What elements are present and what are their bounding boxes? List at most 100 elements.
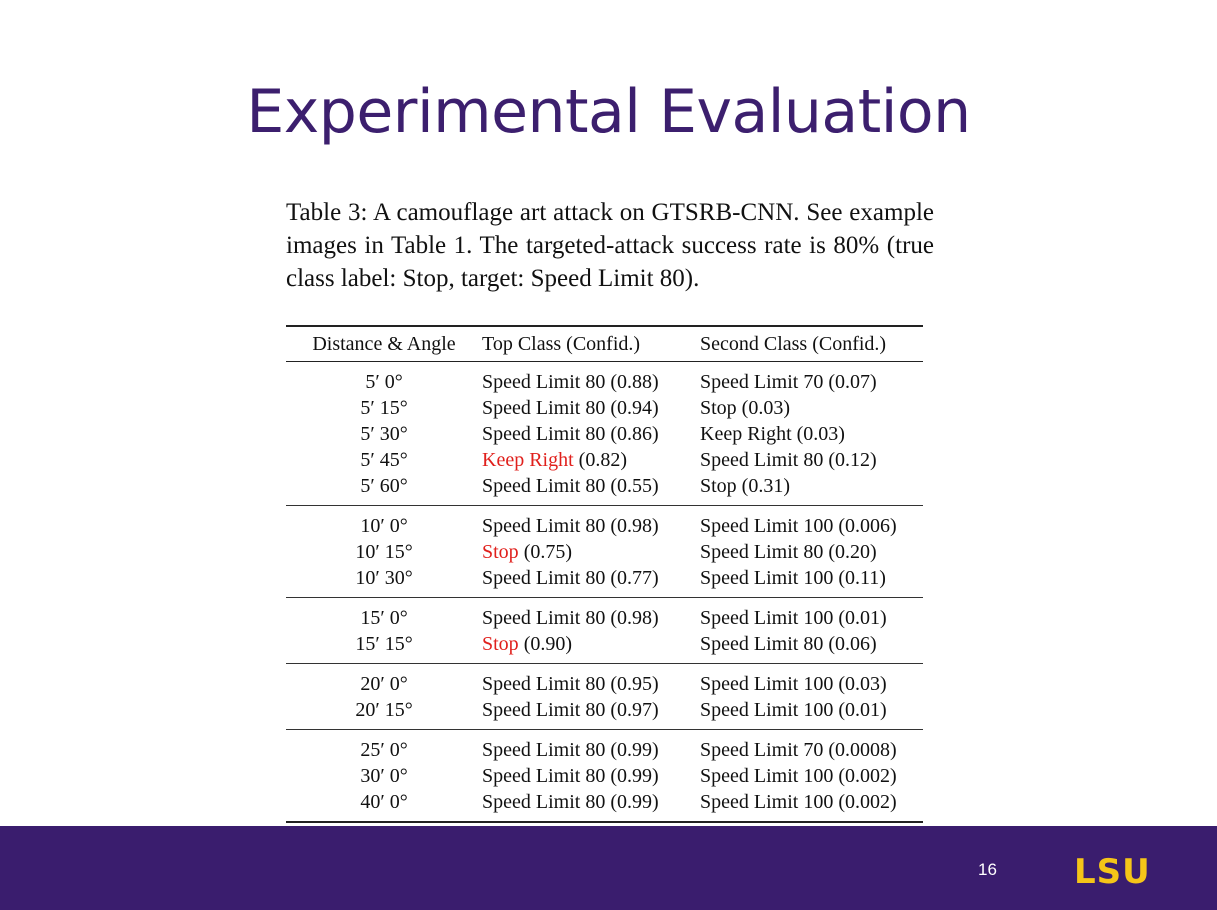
results-table-figure: Distance & Angle Top Class (Confid.) Sec… [269, 318, 949, 828]
cell-distance-angle: 5′ 30° [360, 423, 408, 445]
table-row: 40′ 0° Speed Limit 80 (0.99) Speed Limit 1… [286, 789, 923, 822]
table-row: 5′ 0° Speed Limit 80 (0.88) Speed Limit 70… [286, 362, 923, 396]
row-group: 25′ 0° Speed Limit 80 (0.99) Speed Limit 7… [286, 730, 923, 822]
header-second-class: Second Class (Confid.) [700, 325, 923, 362]
cell-second-class: Speed Limit 100 (0.03) [700, 673, 887, 695]
top-class-label: Speed Limit 80 [482, 397, 606, 419]
cell-second-class: Speed Limit 100 (0.01) [700, 607, 887, 629]
cell-distance-angle: 5′ 60° [360, 475, 408, 497]
cell-second-class: Speed Limit 100 (0.002) [700, 765, 897, 787]
cell-second-class: Stop (0.03) [700, 397, 790, 419]
slide-title: Experimental Evaluation [246, 77, 971, 147]
table-row: 10′ 0° Speed Limit 80 (0.98) Speed Limit 1… [286, 506, 923, 540]
table-caption: Table 3: A camouflage art attack on GTSR… [286, 199, 934, 292]
table-row: 20′ 0° Speed Limit 80 (0.95) Speed Limit 1… [286, 664, 923, 698]
cell-top-class: Speed Limit 80 (0.98) [482, 598, 700, 632]
table-row: 5′ 45° Keep Right (0.82) Speed Limit 80 (0… [286, 447, 923, 473]
cell-distance-angle: 40′ 0° [360, 791, 408, 813]
table-header: Distance & Angle Top Class (Confid.) Sec… [286, 325, 923, 362]
cell-distance-angle: 15′ 0° [360, 607, 408, 629]
cell-distance-angle: 10′ 30° [355, 567, 413, 589]
table-row: 5′ 15° Speed Limit 80 (0.94) Stop (0.03) [286, 395, 923, 421]
top-class-confidence: (0.75) [523, 541, 573, 563]
cell-top-class: Stop (0.90) [482, 631, 700, 664]
cell-top-class: Stop (0.75) [482, 539, 700, 565]
top-class-confidence: (0.94) [610, 397, 659, 419]
lsu-logo: LSU [1074, 852, 1151, 892]
cell-distance-angle: 30′ 0° [360, 765, 408, 787]
top-class-confidence: (0.99) [610, 765, 659, 787]
top-class-confidence: (0.77) [610, 567, 659, 589]
cell-distance-angle: 25′ 0° [360, 739, 408, 761]
cell-top-class: Speed Limit 80 (0.99) [482, 763, 700, 789]
top-class-confidence: (0.98) [610, 515, 659, 537]
cell-second-class: Keep Right (0.03) [700, 423, 845, 445]
cell-distance-angle: 5′ 15° [360, 397, 408, 419]
results-table: Distance & Angle Top Class (Confid.) Sec… [286, 325, 923, 823]
top-class-confidence: (0.97) [610, 699, 659, 721]
cell-second-class: Speed Limit 100 (0.002) [700, 791, 897, 813]
cell-distance-angle: 20′ 15° [355, 699, 413, 721]
top-class-label: Keep Right [482, 449, 574, 471]
header-distance-angle: Distance & Angle [286, 325, 482, 362]
cell-top-class: Speed Limit 80 (0.99) [482, 789, 700, 822]
row-group: 15′ 0° Speed Limit 80 (0.98) Speed Limit 1… [286, 598, 923, 664]
top-class-label: Stop [482, 633, 519, 655]
top-class-label: Speed Limit 80 [482, 567, 606, 589]
top-class-label: Speed Limit 80 [482, 673, 606, 695]
cell-top-class: Speed Limit 80 (0.97) [482, 697, 700, 730]
cell-top-class: Speed Limit 80 (0.99) [482, 730, 700, 764]
row-group: 20′ 0° Speed Limit 80 (0.95) Speed Limit 1… [286, 664, 923, 730]
header-top-class: Top Class (Confid.) [482, 325, 700, 362]
table-row: 15′ 15° Stop (0.90) Speed Limit 80 (0.06) [286, 631, 923, 664]
top-class-confidence: (0.82) [578, 449, 627, 471]
top-class-label: Speed Limit 80 [482, 423, 606, 445]
cell-top-class: Speed Limit 80 (0.88) [482, 362, 700, 396]
top-class-label: Speed Limit 80 [482, 739, 606, 761]
top-class-confidence: (0.88) [610, 371, 659, 393]
table-row: 10′ 30° Speed Limit 80 (0.77) Speed Limit … [286, 565, 923, 598]
cell-second-class: Speed Limit 100 (0.11) [700, 567, 886, 589]
top-class-confidence: (0.99) [610, 739, 659, 761]
page-number: 16 [978, 860, 997, 879]
cell-distance-angle: 5′ 0° [365, 371, 403, 393]
cell-second-class: Speed Limit 80 (0.20) [700, 541, 877, 563]
header-row: Distance & Angle Top Class (Confid.) Sec… [286, 325, 923, 362]
table-row: 20′ 15° Speed Limit 80 (0.97) Speed Limit … [286, 697, 923, 730]
cell-second-class: Speed Limit 80 (0.12) [700, 449, 877, 471]
row-group: 5′ 0° Speed Limit 80 (0.88) Speed Limit 70… [286, 362, 923, 506]
table-row: 15′ 0° Speed Limit 80 (0.98) Speed Limit 1… [286, 598, 923, 632]
cell-distance-angle: 15′ 15° [355, 633, 413, 655]
cell-second-class: Stop (0.31) [700, 475, 790, 497]
row-group: 10′ 0° Speed Limit 80 (0.98) Speed Limit 1… [286, 506, 923, 598]
cell-top-class: Speed Limit 80 (0.55) [482, 473, 700, 506]
cell-top-class: Speed Limit 80 (0.94) [482, 395, 700, 421]
top-class-confidence: (0.55) [610, 475, 659, 497]
table-row: 5′ 30° Speed Limit 80 (0.86) Keep Right (0… [286, 421, 923, 447]
cell-distance-angle: 10′ 0° [360, 515, 408, 537]
top-class-confidence: (0.98) [610, 607, 659, 629]
top-class-confidence: (0.86) [610, 423, 659, 445]
top-class-label: Speed Limit 80 [482, 699, 606, 721]
cell-second-class: Speed Limit 70 (0.07) [700, 371, 877, 393]
top-class-label: Speed Limit 80 [482, 607, 606, 629]
top-class-label: Speed Limit 80 [482, 791, 606, 813]
table-row: 30′ 0° Speed Limit 80 (0.99) Speed Limit 1… [286, 763, 923, 789]
footer-bar [0, 826, 1217, 910]
top-class-confidence: (0.90) [523, 633, 573, 655]
cell-top-class: Keep Right (0.82) [482, 447, 700, 473]
table-row: 25′ 0° Speed Limit 80 (0.99) Speed Limit 7… [286, 730, 923, 764]
table-row: 5′ 60° Speed Limit 80 (0.55) Stop (0.31) [286, 473, 923, 506]
top-class-label: Stop [482, 541, 519, 563]
top-class-label: Speed Limit 80 [482, 475, 606, 497]
top-class-label: Speed Limit 80 [482, 515, 606, 537]
table-row: 10′ 15° Stop (0.75) Speed Limit 80 (0.20) [286, 539, 923, 565]
cell-top-class: Speed Limit 80 (0.98) [482, 506, 700, 540]
cell-distance-angle: 20′ 0° [360, 673, 408, 695]
cell-top-class: Speed Limit 80 (0.77) [482, 565, 700, 598]
cell-second-class: Speed Limit 80 (0.06) [700, 633, 877, 655]
cell-second-class: Speed Limit 100 (0.006) [700, 515, 897, 537]
top-class-confidence: (0.99) [610, 791, 659, 813]
cell-second-class: Speed Limit 100 (0.01) [700, 699, 887, 721]
cell-distance-angle: 10′ 15° [355, 541, 413, 563]
